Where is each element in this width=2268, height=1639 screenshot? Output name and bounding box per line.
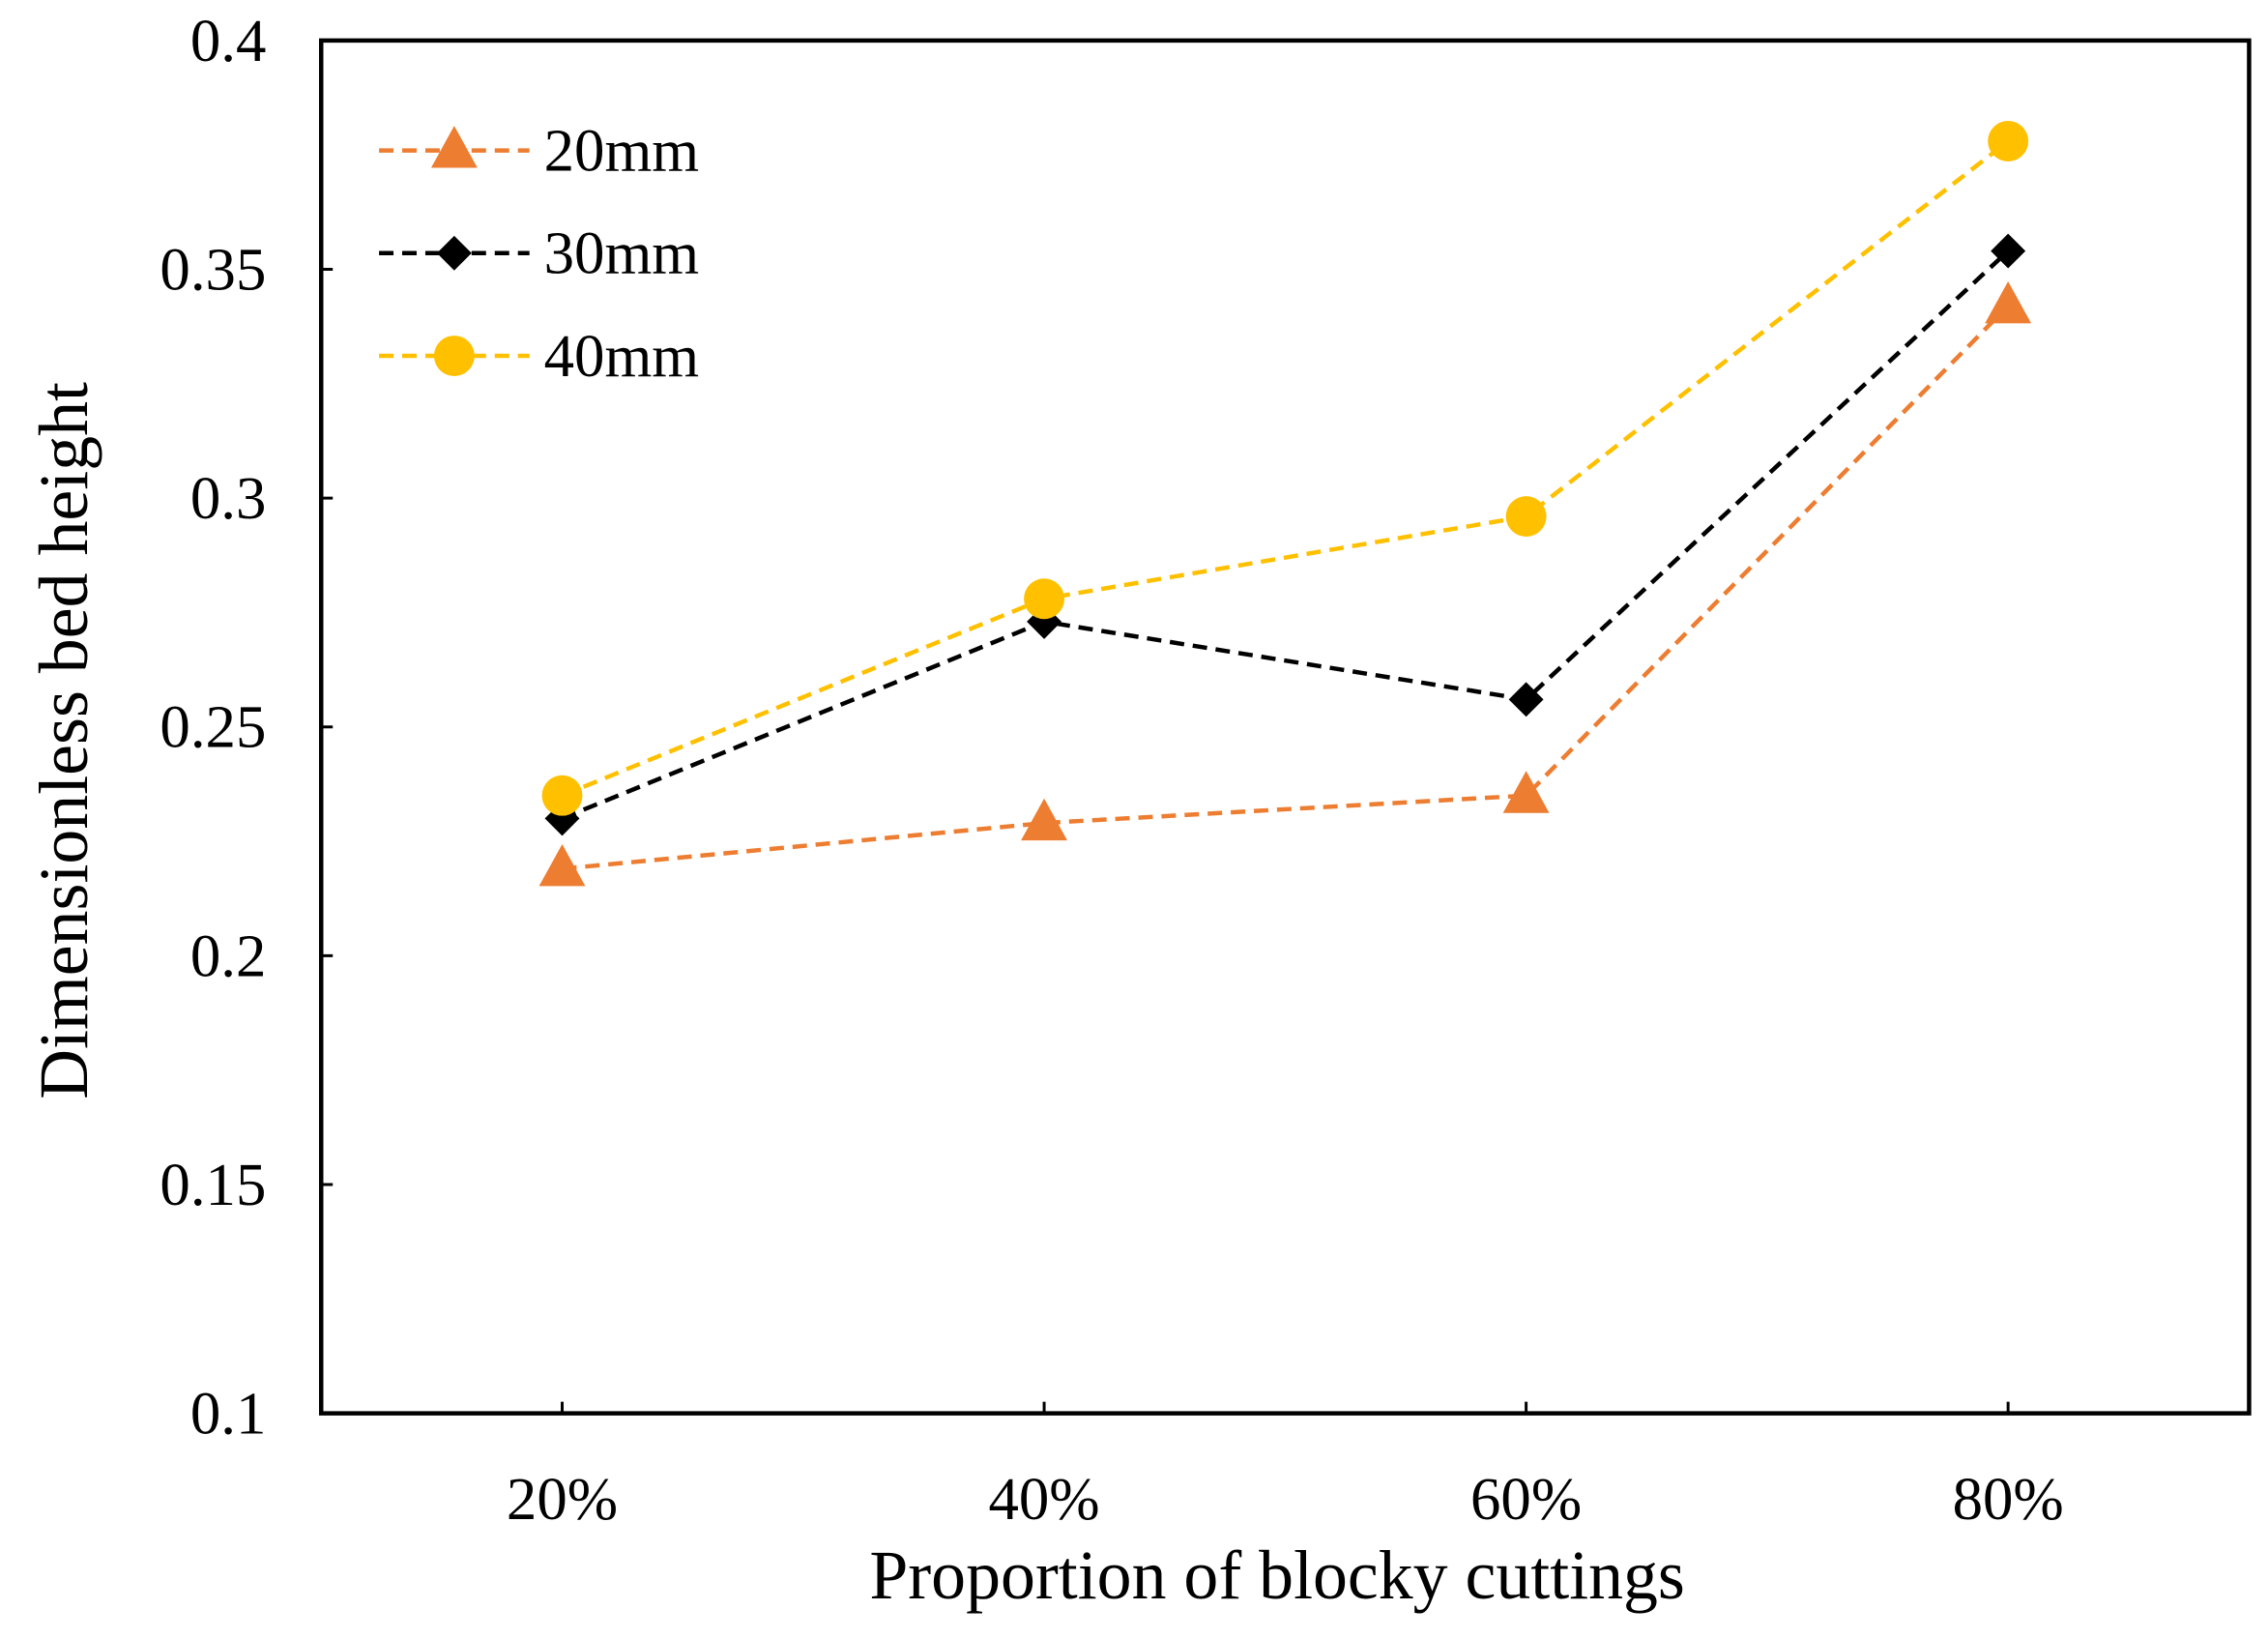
legend-label: 40mm: [544, 322, 700, 390]
circle-marker: [1988, 121, 2029, 161]
circle-marker: [541, 775, 583, 816]
x-tick-label: 20%: [507, 1465, 618, 1533]
circle-marker: [1505, 496, 1547, 538]
diamond-marker: [1508, 682, 1544, 717]
x-tick-label: 40%: [988, 1465, 1099, 1533]
diamond-marker: [436, 235, 472, 271]
series-20mm: [538, 280, 2032, 887]
circle-marker: [433, 336, 475, 376]
series-30mm: [544, 233, 2026, 836]
series-line: [561, 139, 2010, 798]
y-axis-label: Dimensionless bed height: [25, 382, 102, 1099]
x-axis-ticks: 20% 40% 60% 80%: [507, 1401, 2064, 1533]
x-axis-label: Proportion of blocky cuttings: [869, 1537, 1685, 1614]
legend-label: 30mm: [544, 220, 700, 287]
plot-area-frame: [318, 38, 2252, 1416]
triangle-marker: [1502, 771, 1550, 813]
x-tick-label: 60%: [1470, 1465, 1582, 1533]
y-tick-label: 0.4: [190, 7, 267, 74]
legend: 20mm 30mm 40mm: [379, 117, 699, 390]
legend-item: 20mm: [379, 117, 699, 185]
y-tick-label: 0.3: [190, 464, 267, 532]
triangle-marker: [1021, 798, 1067, 841]
triangle-marker: [538, 844, 586, 887]
legend-item: 30mm: [379, 220, 699, 287]
y-tick-label: 0.35: [160, 235, 266, 303]
y-axis-ticks: 0.1 0.15 0.2 0.25 0.3 0.35 0.4: [160, 7, 334, 1448]
y-tick-label: 0.15: [160, 1151, 266, 1218]
y-tick-label: 0.25: [160, 693, 266, 761]
x-tick-label: 80%: [1953, 1465, 2064, 1533]
legend-item: 40mm: [379, 322, 699, 390]
circle-marker: [1024, 578, 1065, 620]
series-layer: [538, 121, 2032, 887]
y-tick-label: 0.1: [190, 1380, 267, 1448]
y-tick-label: 0.2: [190, 922, 267, 989]
legend-label: 20mm: [544, 117, 700, 185]
series-line: [561, 249, 2010, 821]
triangle-marker: [1985, 280, 2032, 324]
series-line: [562, 304, 2010, 871]
triangle-marker: [430, 126, 478, 168]
series-40mm: [541, 121, 2029, 816]
